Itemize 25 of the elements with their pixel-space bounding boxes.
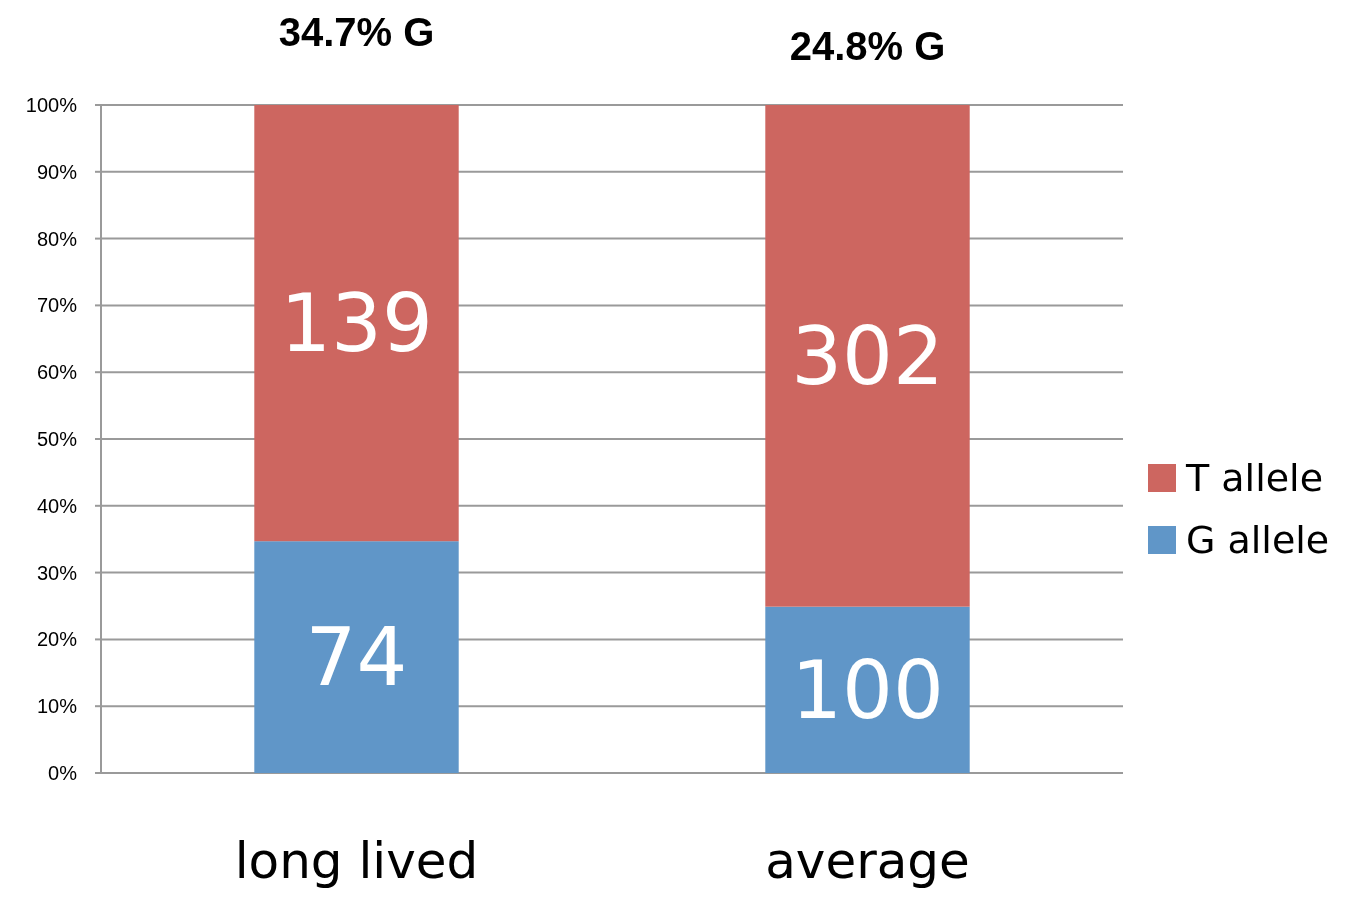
bar <box>254 105 459 542</box>
y-tick-label: 20% <box>36 628 78 651</box>
annotation: 24.8% G <box>789 24 946 68</box>
bar <box>765 606 970 773</box>
y-tick-label: 40% <box>36 494 78 517</box>
y-tick-label: 30% <box>36 561 78 584</box>
annotation: 302 <box>791 309 944 403</box>
y-tick-label: 10% <box>36 695 78 718</box>
y-tick-label: 70% <box>36 294 78 317</box>
y-tick-label: 100% <box>25 94 78 116</box>
y-tick-label: 50% <box>36 428 78 450</box>
legend-label: G allele <box>1186 518 1330 563</box>
annotation: 34.7% G <box>278 10 435 54</box>
y-tick-label: 60% <box>36 361 78 384</box>
x-tick-label: average <box>765 832 970 890</box>
annotation: 139 <box>280 277 433 371</box>
bar <box>254 541 459 773</box>
y-tick-label: 0% <box>48 762 78 784</box>
annotation: 100 <box>791 643 944 737</box>
annotation: 74 <box>305 611 408 705</box>
legend-label: T allele <box>1185 456 1324 501</box>
x-tick-label: long lived <box>234 832 479 890</box>
bar <box>765 105 970 607</box>
y-tick-label: 80% <box>36 227 78 250</box>
y-tick-label: 90% <box>36 160 78 183</box>
